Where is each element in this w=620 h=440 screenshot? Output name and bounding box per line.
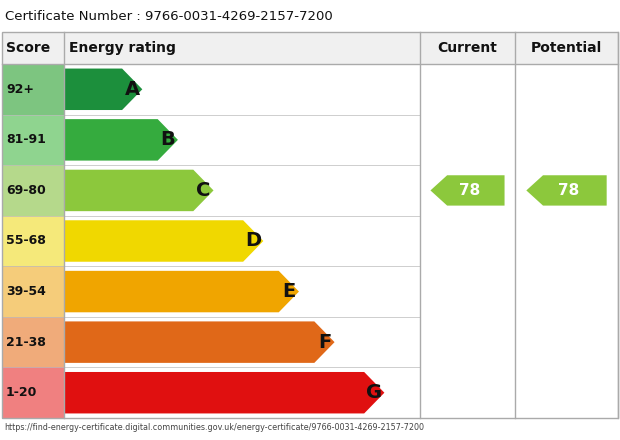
Polygon shape (64, 372, 384, 414)
Text: 69-80: 69-80 (6, 184, 46, 197)
Text: 39-54: 39-54 (6, 285, 46, 298)
Text: B: B (161, 130, 175, 149)
Text: 92+: 92+ (6, 83, 34, 96)
Polygon shape (64, 119, 178, 161)
Polygon shape (64, 170, 213, 211)
Bar (2, 32, 618, 418)
Text: Current: Current (438, 41, 497, 55)
Bar (2, 367, 64, 418)
Text: 1-20: 1-20 (6, 386, 37, 399)
Bar (2, 165, 64, 216)
Text: A: A (125, 80, 140, 99)
Text: 55-68: 55-68 (6, 235, 46, 247)
Text: Energy rating: Energy rating (69, 41, 176, 55)
Text: Certificate Number : 9766-0031-4269-2157-7200: Certificate Number : 9766-0031-4269-2157… (5, 10, 333, 23)
Polygon shape (526, 175, 606, 205)
Text: 21-38: 21-38 (6, 336, 46, 348)
Text: Potential: Potential (531, 41, 602, 55)
Text: 81-91: 81-91 (6, 133, 46, 147)
Bar (2, 216, 64, 266)
Text: 78: 78 (559, 183, 580, 198)
Text: D: D (245, 231, 261, 250)
Bar (2, 64, 64, 114)
Text: C: C (196, 181, 211, 200)
Polygon shape (430, 175, 505, 205)
Text: E: E (282, 282, 296, 301)
Text: Score: Score (6, 41, 50, 55)
Polygon shape (64, 271, 299, 312)
Bar (2, 32, 618, 64)
Bar (2, 114, 64, 165)
Bar (2, 266, 64, 317)
Text: G: G (366, 383, 383, 402)
Polygon shape (64, 220, 264, 262)
Polygon shape (64, 321, 335, 363)
Text: 78: 78 (459, 183, 481, 198)
Text: F: F (318, 333, 331, 352)
Polygon shape (64, 69, 143, 110)
Bar (2, 317, 64, 367)
Text: https://find-energy-certificate.digital.communities.gov.uk/energy-certificate/97: https://find-energy-certificate.digital.… (4, 423, 424, 432)
